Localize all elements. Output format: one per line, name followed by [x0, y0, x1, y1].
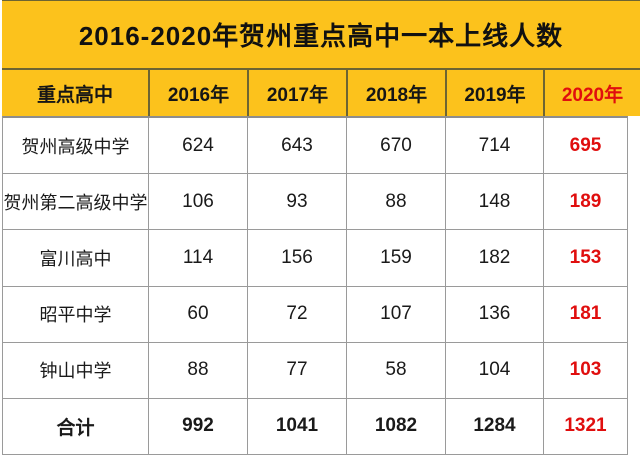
value-cell: 182 — [445, 230, 543, 286]
value-cell: 992 — [148, 398, 247, 455]
value-cell-2020: 103 — [543, 342, 627, 398]
value-cell-2020: 153 — [543, 230, 627, 286]
value-cell-2020: 181 — [543, 286, 627, 342]
value-cell: 670 — [346, 118, 445, 174]
value-cell-2020: 189 — [543, 174, 627, 230]
value-cell: 643 — [247, 118, 346, 174]
table-row: 钟山中学 88 77 58 104 103 — [3, 341, 627, 398]
value-cell: 136 — [445, 286, 543, 342]
title-band: 2016-2020年贺州重点高中一本上线人数 — [2, 0, 640, 68]
table-row: 富川高中 114 156 159 182 153 — [3, 229, 627, 286]
value-cell: 714 — [445, 118, 543, 174]
value-cell: 58 — [346, 342, 445, 398]
header-cell-2018: 2018年 — [346, 70, 445, 116]
table-row: 昭平中学 60 72 107 136 181 — [3, 285, 627, 342]
value-cell: 77 — [247, 342, 346, 398]
header-cell-2019: 2019年 — [445, 70, 543, 116]
header-cell-2016: 2016年 — [148, 70, 247, 116]
value-cell: 106 — [148, 174, 247, 230]
value-cell: 114 — [148, 230, 247, 286]
school-name-cell: 合计 — [56, 417, 95, 439]
value-cell: 156 — [247, 230, 346, 286]
school-name-cell: 贺州第二高级中学 — [3, 192, 148, 213]
value-cell: 60 — [148, 286, 247, 342]
school-name-cell: 昭平中学 — [39, 305, 112, 326]
page-title: 2016-2020年贺州重点高中一本上线人数 — [78, 21, 564, 51]
value-cell-2020: 695 — [543, 118, 627, 174]
school-name-cell: 钟山中学 — [39, 361, 112, 382]
table-body: 贺州高级中学 624 643 670 714 695 贺州第二高级中学 106 93 88 148 1… — [2, 116, 628, 455]
value-cell: 104 — [445, 342, 543, 398]
value-cell: 88 — [346, 174, 445, 230]
value-cell: 1082 — [346, 398, 445, 455]
table-row-total: 合计 992 1041 1082 1284 1321 — [3, 397, 627, 455]
value-cell: 1041 — [247, 398, 346, 455]
value-cell: 1284 — [445, 398, 543, 455]
header-cell-school: 重点高中 — [36, 84, 113, 106]
value-cell: 624 — [148, 118, 247, 174]
value-cell: 88 — [148, 342, 247, 398]
value-cell-2020: 1321 — [543, 398, 627, 455]
value-cell: 148 — [445, 174, 543, 230]
header-cell-2017: 2017年 — [247, 70, 346, 116]
value-cell: 72 — [247, 286, 346, 342]
value-cell: 93 — [247, 174, 346, 230]
header-cell-2020: 2020年 — [543, 70, 640, 116]
table-header-row: 重点高中 2016年 2017年 2018年 2019年 2020年 — [2, 68, 640, 116]
value-cell: 159 — [346, 230, 445, 286]
table-row: 贺州高级中学 624 643 670 714 695 — [3, 118, 627, 174]
value-cell: 107 — [346, 286, 445, 342]
school-name-cell: 贺州高级中学 — [21, 136, 130, 157]
table-row: 贺州第二高级中学 106 93 88 148 189 — [3, 173, 627, 230]
school-name-cell: 富川高中 — [39, 248, 112, 269]
